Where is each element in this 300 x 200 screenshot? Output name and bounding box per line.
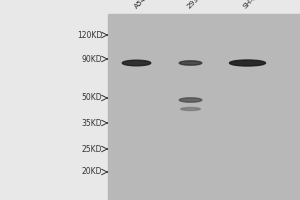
- Ellipse shape: [179, 98, 202, 102]
- Text: 90KD: 90KD: [81, 54, 102, 64]
- Text: 50KD: 50KD: [81, 94, 102, 102]
- Bar: [108, 14, 300, 200]
- Text: 20KD: 20KD: [82, 168, 102, 176]
- Text: SH-SY5Y: SH-SY5Y: [242, 0, 268, 10]
- Ellipse shape: [230, 60, 266, 66]
- Text: 120KD: 120KD: [77, 30, 102, 40]
- Text: 293T: 293T: [186, 0, 203, 10]
- Text: 25KD: 25KD: [82, 144, 102, 154]
- Ellipse shape: [181, 108, 200, 110]
- Text: A549: A549: [134, 0, 151, 10]
- Ellipse shape: [122, 60, 151, 66]
- Ellipse shape: [179, 61, 202, 65]
- Text: 35KD: 35KD: [81, 118, 102, 128]
